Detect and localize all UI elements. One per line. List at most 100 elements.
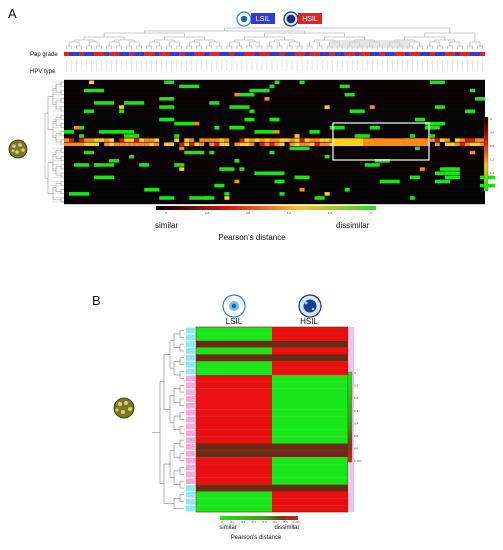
heatmap-b-cell-lsil <box>196 395 272 403</box>
heatmap-cell <box>464 142 470 147</box>
lsil-badge-label: LSIL <box>256 16 271 23</box>
pap-grade-cell <box>179 52 185 56</box>
pap-grade-cell <box>284 52 290 56</box>
heatmap-b-cell-hsil <box>272 422 348 430</box>
dendrogram-branch <box>163 463 174 504</box>
bottom-colorbar-a-tick: 0.4 <box>205 211 210 215</box>
heatmap-cell <box>439 142 445 147</box>
dendrogram-branch <box>52 154 56 172</box>
row-side-marker <box>186 505 195 512</box>
dendrogram-branch <box>86 45 92 49</box>
side-colorbar-a-tick: 0.8 <box>490 144 495 148</box>
heatmap-b-cell-hsil <box>272 361 348 369</box>
pap-grade-cell <box>199 52 205 56</box>
heatmap-cell <box>89 142 95 147</box>
heatmap-cell <box>454 138 460 142</box>
dendrogram-branch <box>179 357 184 365</box>
hsil-badge <box>298 13 322 24</box>
dendrogram-branch <box>457 45 463 49</box>
top-dendrogram <box>66 27 483 49</box>
hsil-column-label: HSIL <box>300 317 318 326</box>
dendrogram-branch <box>60 114 64 120</box>
heatmap-cell <box>219 142 225 147</box>
dendrogram-branch <box>434 39 456 42</box>
heatmap-cell <box>284 138 290 142</box>
heatmap-b-cell-lsil <box>196 484 272 492</box>
heatmap-cell <box>129 154 135 159</box>
heatmap-cell <box>234 138 240 142</box>
heatmap-cell <box>299 187 305 192</box>
row-side-marker <box>186 485 195 491</box>
heatmap-cell <box>449 142 455 147</box>
heatmap-cell <box>159 138 165 142</box>
heatmap-cell <box>259 138 265 142</box>
heatmap-cell <box>74 142 80 147</box>
pap-grade-cell <box>134 52 140 56</box>
pap-grade-cell <box>334 52 340 56</box>
pap-grade-cell <box>369 52 375 56</box>
heatmap-cell <box>164 80 175 85</box>
side-colorbar-b-tick: 0.5 <box>354 434 359 438</box>
dendrogram-branch <box>103 32 185 37</box>
heatmap-cell <box>429 134 435 138</box>
heatmap-cell <box>429 142 435 147</box>
dendrogram-branch <box>469 41 481 46</box>
heatmap-b-cell-lsil <box>196 443 272 451</box>
pap-grade-cell <box>109 52 115 56</box>
pap-grade-cell <box>314 52 320 56</box>
dendrogram-branch <box>194 39 215 42</box>
heatmap-cell <box>159 142 165 147</box>
heatmap-cell <box>139 163 150 167</box>
row-side-marker <box>186 471 195 478</box>
heatmap-cell <box>64 138 70 142</box>
dendrogram-branch <box>447 45 453 49</box>
dendrogram-branch <box>256 45 263 49</box>
heatmap-cell <box>464 138 470 142</box>
dendrogram-branch <box>136 45 142 49</box>
dissimilar-label-a: dissimilar <box>336 221 370 230</box>
bottom-colorbar-a-tick: 2 <box>370 211 372 215</box>
heatmap-cell <box>434 138 440 142</box>
pap-grade-cell <box>304 52 310 56</box>
heatmap-cell <box>134 138 140 142</box>
heatmap-cell <box>249 88 270 93</box>
bottom-colorbar-b-tick: 0.707 <box>292 520 300 524</box>
heatmap-cell <box>254 171 275 175</box>
side-colorbar-a: 0 0.4 0.8 1.2 1.6 2 <box>483 116 495 192</box>
heatmap-b-cell-hsil <box>272 484 348 492</box>
dendrogram-branch <box>47 162 53 194</box>
heatmap-cell <box>94 163 115 167</box>
heatmap-b-cell-lsil <box>196 505 272 513</box>
heatmap-b-cell-hsil <box>272 416 348 424</box>
similar-label-a: similar <box>155 221 178 230</box>
heatmap-cell <box>444 171 460 175</box>
heatmap-b-cell-hsil <box>272 402 348 410</box>
row-side-marker <box>186 450 195 457</box>
heatmap-cell <box>244 138 250 142</box>
heatmap-cell <box>374 159 385 163</box>
heatmap-cell <box>114 130 135 134</box>
heatmap-cell <box>249 109 255 113</box>
heatmap-cell <box>329 125 345 130</box>
heatmap-cell <box>149 138 155 142</box>
heatmap-cell <box>479 138 485 142</box>
heatmap-cell <box>329 138 335 142</box>
hpv-virus-icon-b <box>113 397 135 419</box>
heatmap-cell <box>294 134 300 138</box>
lsil-column-label: LSIL <box>226 317 243 326</box>
heatmap-cell <box>469 138 475 142</box>
pap-grade-cell <box>279 52 285 56</box>
pap-grade-cell <box>404 52 410 56</box>
heatmap-cell <box>124 138 130 142</box>
pap-grade-cell <box>394 52 400 56</box>
heatmap-b-cell-lsil <box>196 409 272 417</box>
bottom-colorbar-a: 0 0.4 0.8 1.2 1.6 2 <box>156 206 376 215</box>
heatmap-cell <box>214 183 225 188</box>
dendrogram-branch <box>169 450 174 478</box>
hsil-badge-label: HSIL <box>302 16 318 23</box>
dendrogram-branch <box>44 112 48 179</box>
heatmap-b-cell-lsil <box>196 388 272 396</box>
dendrogram-branch <box>179 426 184 434</box>
pap-grade-cell <box>194 52 200 56</box>
